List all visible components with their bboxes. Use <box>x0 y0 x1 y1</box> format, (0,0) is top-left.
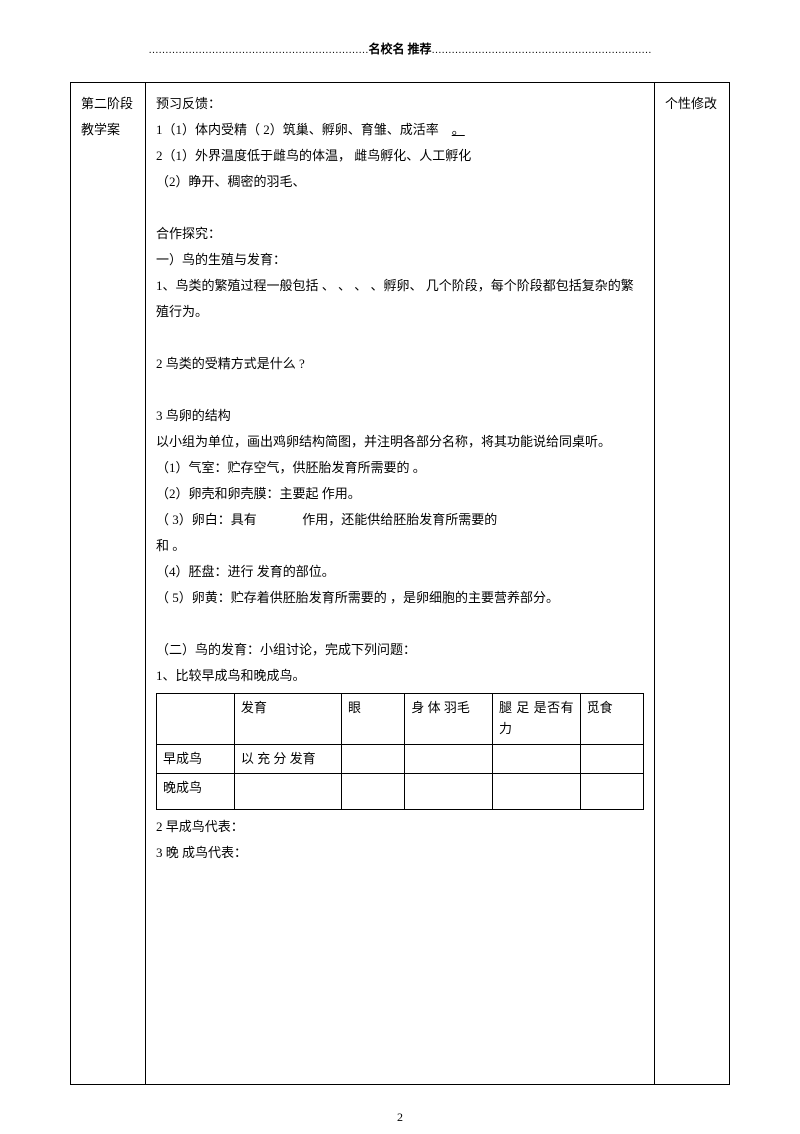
cell-empty <box>580 744 643 774</box>
coop-sub1: 一）鸟的生殖与发育： <box>156 247 644 273</box>
content-column: 预习反馈： 1（1）体内受精（ 2）筑巢、孵卵、育雏、成活率 。 2（1）外界温… <box>146 83 655 1085</box>
egg-item2: （2）卵壳和卵壳膜：主要起 作用。 <box>156 481 644 507</box>
comparison-table: 发育 眼 身 体 羽毛 腿 足 是否有力 觅食 早成鸟 以 充 分 发育 <box>156 693 644 810</box>
th-blank <box>157 694 235 745</box>
egg-title: 3 鸟卵的结构 <box>156 403 644 429</box>
cell-empty <box>234 774 341 810</box>
coop-line2: 2 鸟类的受精方式是什么 ? <box>156 351 644 377</box>
content-body: 预习反馈： 1（1）体内受精（ 2）筑巢、孵卵、育雏、成活率 。 2（1）外界温… <box>156 91 644 1076</box>
preview-line2: 2（1）外界温度低于雌鸟的体温， 雌鸟孵化、人工孵化 <box>156 143 644 169</box>
cell-empty <box>492 744 580 774</box>
cell-empty <box>405 744 493 774</box>
notes-label: 个性修改 <box>665 91 719 117</box>
egg-item1: （1）气室：贮存空气，供胚胎发育所需要的 。 <box>156 455 644 481</box>
cell-empty <box>405 774 493 810</box>
main-layout-table: 第二阶段 教学案 预习反馈： 1（1）体内受精（ 2）筑巢、孵卵、育雏、成活率 … <box>70 82 730 1085</box>
egg-item4: （4）胚盘：进行 发育的部位。 <box>156 559 644 585</box>
cell-late: 晚成鸟 <box>157 774 235 810</box>
th-legs: 腿 足 是否有力 <box>492 694 580 745</box>
header-title: 名校名 推荐 <box>368 42 431 56</box>
cell-early-dev: 以 充 分 发育 <box>234 744 341 774</box>
dev-line2: 2 早成鸟代表： <box>156 814 644 840</box>
header-dots-right: ………………………………………………………… <box>432 45 652 56</box>
th-develop: 发育 <box>234 694 341 745</box>
header-dots-left: ………………………………………………………… <box>148 45 368 56</box>
page-number: 2 <box>70 1110 730 1125</box>
right-column: 个性修改 <box>655 83 730 1085</box>
dev-title: （二）鸟的发育：小组讨论，完成下列问题： <box>156 637 644 663</box>
table-row: 早成鸟 以 充 分 发育 <box>157 744 644 774</box>
cell-empty <box>342 774 405 810</box>
th-eye: 眼 <box>342 694 405 745</box>
th-feather: 身 体 羽毛 <box>405 694 493 745</box>
table-row: 晚成鸟 <box>157 774 644 810</box>
preview-line1: 1（1）体内受精（ 2）筑巢、孵卵、育雏、成活率 。 <box>156 117 644 143</box>
table-header-row: 发育 眼 身 体 羽毛 腿 足 是否有力 觅食 <box>157 694 644 745</box>
th-forage: 觅食 <box>580 694 643 745</box>
preview-title: 预习反馈： <box>156 91 644 117</box>
coop-title: 合作探究： <box>156 221 644 247</box>
cell-empty <box>580 774 643 810</box>
dev-line1: 1、比较早成鸟和晚成鸟。 <box>156 663 644 689</box>
egg-item3: （ 3）卵白：具有 作用，还能供给胚胎发育所需要的 <box>156 507 644 533</box>
bottom-spacer <box>156 866 644 1076</box>
left-column: 第二阶段 教学案 <box>71 83 146 1085</box>
egg-item5: （ 5）卵黄：贮存着供胚胎发育所需要的 ，是卵细胞的主要营养部分。 <box>156 585 644 611</box>
stage-label-2: 教学案 <box>81 117 135 143</box>
page-header: …………………………………………………………名校名 推荐………………………………… <box>70 40 730 57</box>
cell-early: 早成鸟 <box>157 744 235 774</box>
egg-desc: 以小组为单位，画出鸡卵结构简图，并注明各部分名称，将其功能说给同桌听。 <box>156 429 644 455</box>
dev-line3: 3 晚 成鸟代表： <box>156 840 644 866</box>
egg-item3-end: 和 。 <box>156 533 644 559</box>
stage-label-1: 第二阶段 <box>81 91 135 117</box>
coop-line1: 1、鸟类的繁殖过程一般包括 、 、 、 、孵卵、 几个阶段，每个阶段都包括复杂的… <box>156 273 644 325</box>
cell-empty <box>492 774 580 810</box>
preview-line3: （2）睁开、稠密的羽毛、 <box>156 169 644 195</box>
cell-empty <box>342 744 405 774</box>
